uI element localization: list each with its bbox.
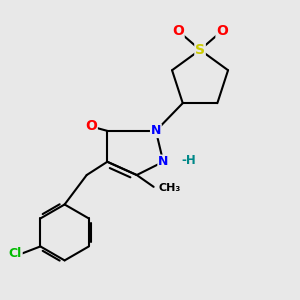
Text: CH₃: CH₃ [158,183,180,193]
Text: O: O [85,119,97,134]
Text: S: S [195,43,205,57]
Text: N: N [158,155,168,168]
Text: O: O [172,24,184,38]
Text: N: N [151,124,161,137]
Text: O: O [216,24,228,38]
Text: -H: -H [181,154,196,167]
Text: Cl: Cl [9,247,22,260]
